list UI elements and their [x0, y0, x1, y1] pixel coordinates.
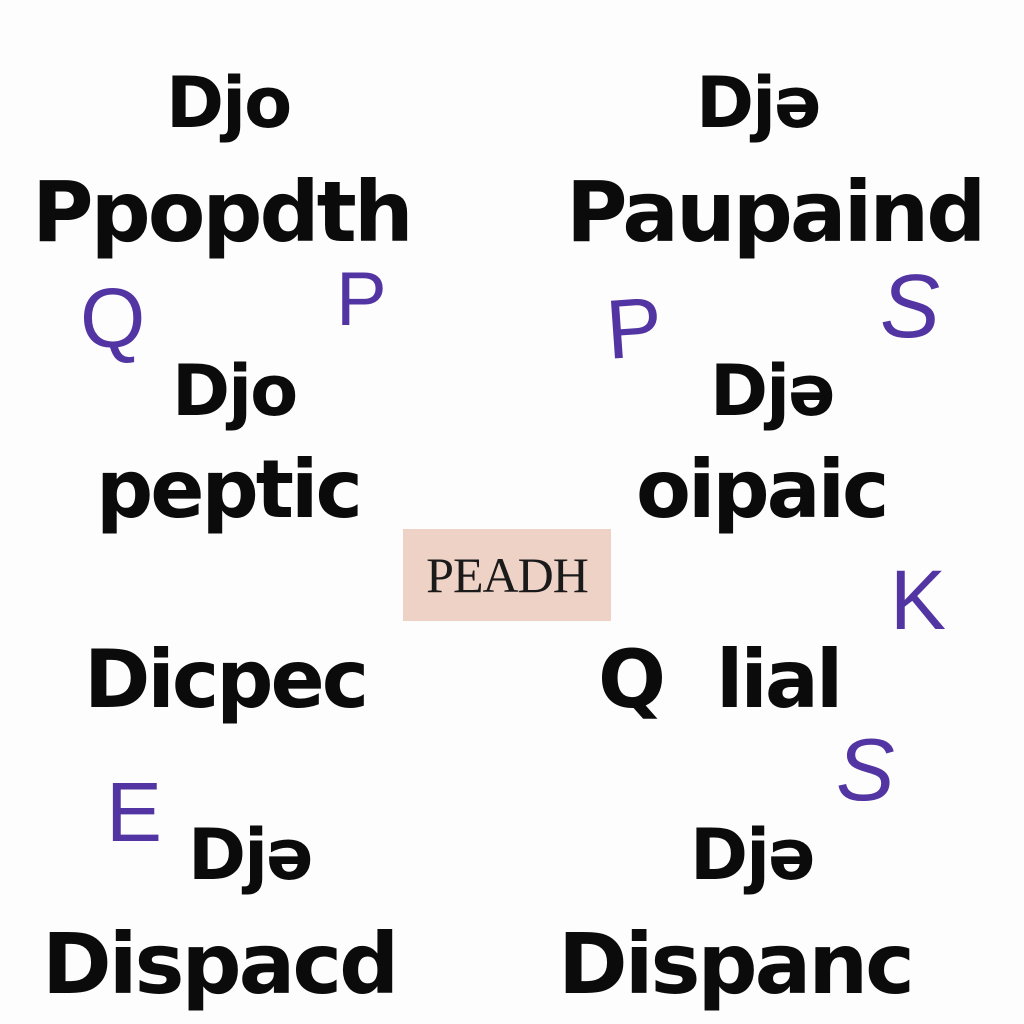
- word-dicpec: Dicpec: [84, 633, 369, 726]
- word-oipaic: oipaic: [636, 443, 889, 536]
- center-label-box: PEADH: [403, 529, 611, 621]
- letter-e: E: [106, 765, 163, 859]
- letter-p-right: P: [602, 279, 666, 377]
- word-dispanc: Dispanc: [558, 915, 915, 1013]
- word-lial: lial: [716, 633, 843, 726]
- letter-k: K: [890, 553, 947, 647]
- word-dja-mid-right: Djə: [710, 350, 836, 432]
- word-peptic: peptic: [96, 443, 363, 536]
- word-dja-bottom-left: Djə: [188, 814, 314, 896]
- letter-s-top: S: [880, 257, 941, 357]
- word-dja-top-right: Djə: [696, 62, 822, 144]
- letter-p-left: P: [336, 257, 387, 342]
- letter-s-lower: S: [836, 720, 895, 819]
- word-dispacd: Dispacd: [42, 915, 399, 1013]
- word-paupaind: Paupaind: [566, 163, 986, 261]
- word-djo-mid-left: Djo: [172, 350, 298, 432]
- center-label: PEADH: [426, 547, 589, 603]
- letter-q: Q: [80, 271, 146, 365]
- word-dja-bottom-right: Djə: [690, 814, 816, 896]
- word-djo-top-left: Djo: [166, 62, 292, 144]
- word-ppopdth: Ppopdth: [32, 163, 414, 261]
- word-q-lower-right: Q: [598, 633, 666, 726]
